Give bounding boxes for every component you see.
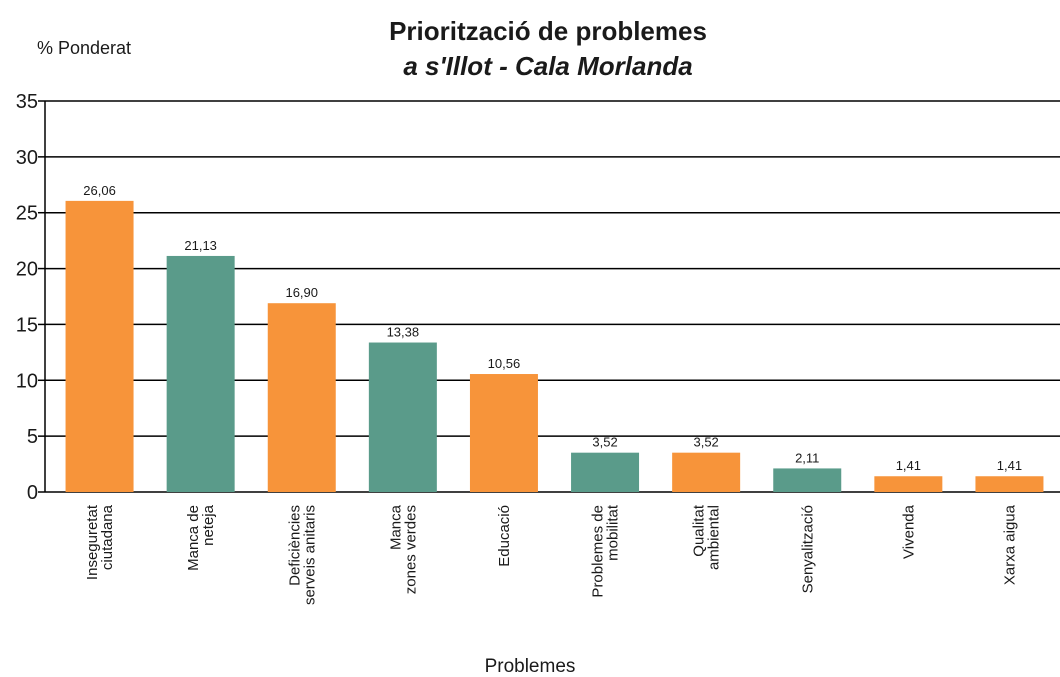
x-axis-label: Problemes xyxy=(485,656,576,677)
bar xyxy=(571,452,640,492)
x-tick-label: Inseguretat xyxy=(84,504,101,580)
y-tick-label: 5 xyxy=(27,426,38,448)
value-label: 3,52 xyxy=(693,435,718,450)
bar xyxy=(65,200,134,493)
value-label: 1,41 xyxy=(896,458,921,473)
x-tick-label: Senyalització xyxy=(799,505,816,593)
x-tick-label: Manca de xyxy=(185,505,202,571)
chart-subtitle: a s'Illot - Cala Morlanda xyxy=(403,51,692,81)
x-tick-label: zones verdes xyxy=(402,505,419,594)
x-tick-label: mobilitat xyxy=(605,504,622,561)
x-tick-label: serveis anitaris xyxy=(301,505,318,605)
y-tick-label: 15 xyxy=(16,314,38,336)
bar xyxy=(773,468,842,492)
y-axis-label: % Ponderat xyxy=(37,38,131,58)
y-tick-label: 20 xyxy=(16,259,38,281)
y-tick-label: 0 xyxy=(27,482,38,504)
value-label: 3,52 xyxy=(592,435,617,450)
bar xyxy=(166,255,235,492)
y-tick-label: 30 xyxy=(16,147,38,169)
x-tick-label: ciutadana xyxy=(99,504,116,570)
x-tick-label: Vivenda xyxy=(900,504,917,559)
y-tick-label: 25 xyxy=(16,203,38,225)
value-label: 26,06 xyxy=(83,183,116,198)
x-tick-label: Qualitat xyxy=(691,504,708,557)
x-tick-label: Xarxa aigua xyxy=(1001,504,1018,585)
value-label: 16,90 xyxy=(285,285,318,300)
bar xyxy=(975,476,1044,492)
value-label: 2,11 xyxy=(795,450,819,465)
value-label: 1,41 xyxy=(997,458,1022,473)
chart-title: Priorització de problemes xyxy=(389,16,707,46)
x-tick-label: ambiental xyxy=(706,505,723,570)
y-tick-label: 35 xyxy=(16,91,38,113)
x-tick-label: Problemes de xyxy=(590,505,607,598)
bar xyxy=(368,342,437,492)
x-tick-label: Manca xyxy=(387,504,404,550)
bar xyxy=(267,303,336,492)
bar xyxy=(874,476,943,492)
value-label: 21,13 xyxy=(184,238,217,253)
value-label: 10,56 xyxy=(488,356,521,371)
x-tick-label: Educació xyxy=(496,505,513,567)
y-tick-label: 10 xyxy=(16,370,38,392)
value-label: 13,38 xyxy=(387,325,420,340)
bar xyxy=(672,452,741,492)
x-tick-label: Deficiències xyxy=(286,505,303,586)
bar xyxy=(469,374,538,492)
x-tick-label: neteja xyxy=(200,504,217,546)
